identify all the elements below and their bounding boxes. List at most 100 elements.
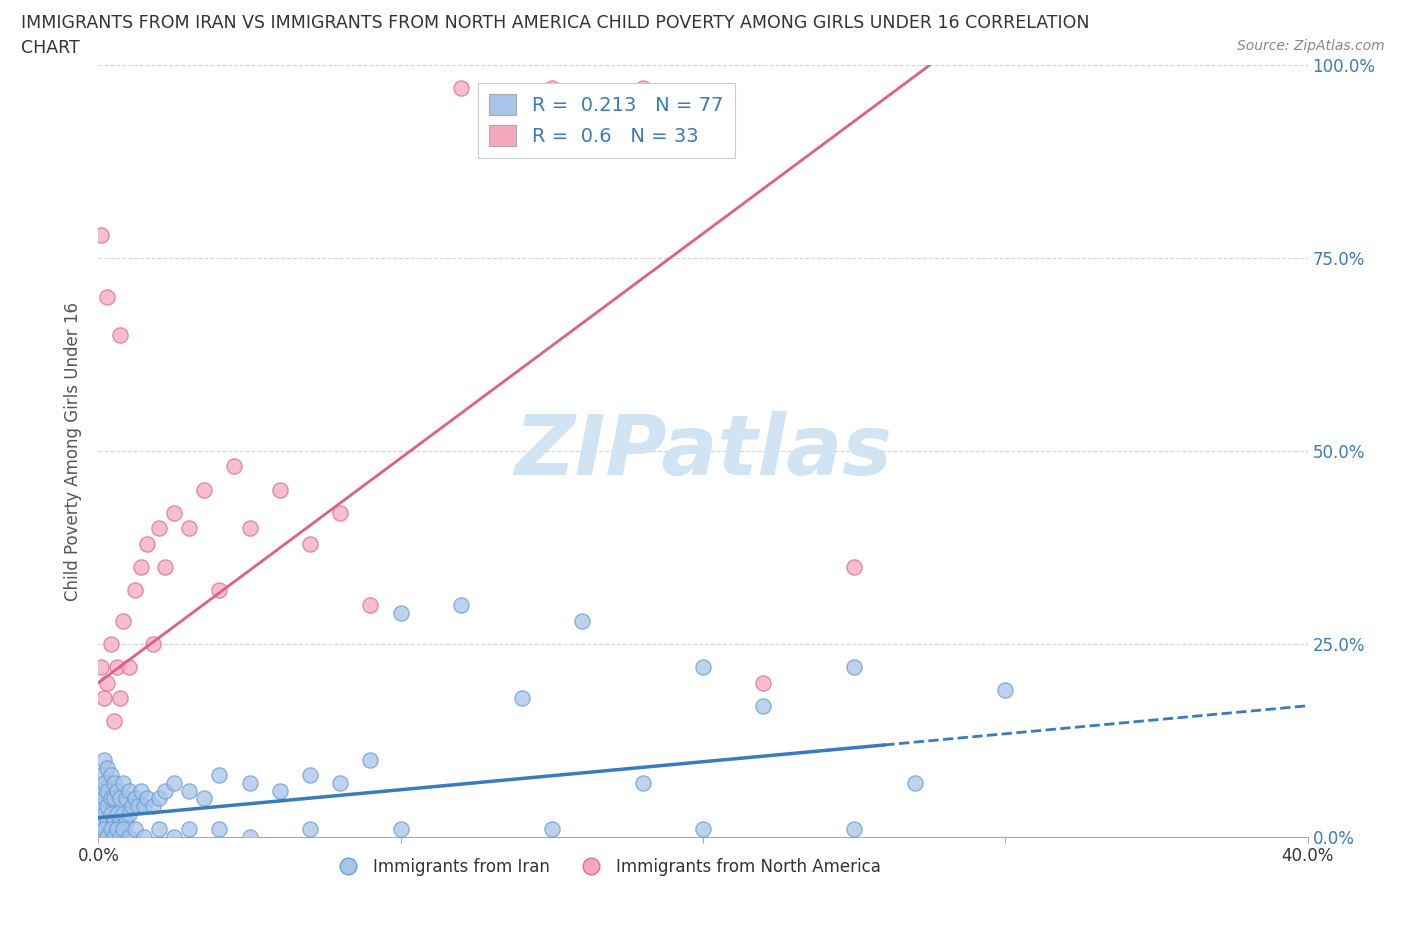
Point <box>96 830 118 844</box>
Point <box>360 752 382 767</box>
Point <box>329 505 352 520</box>
Point <box>111 822 134 837</box>
Point <box>103 814 125 829</box>
Point <box>224 459 246 474</box>
Point <box>93 752 115 767</box>
Point <box>153 559 176 574</box>
Point <box>135 790 157 805</box>
Point <box>124 582 146 597</box>
Point <box>103 830 125 844</box>
Point <box>111 776 134 790</box>
Point <box>108 328 131 343</box>
Point <box>132 830 155 844</box>
Point <box>103 790 125 805</box>
Point <box>299 822 322 837</box>
Point <box>111 806 134 821</box>
Y-axis label: Child Poverty Among Girls Under 16: Child Poverty Among Girls Under 16 <box>65 301 83 601</box>
Point <box>93 806 115 821</box>
Point <box>148 790 170 805</box>
Point <box>179 822 201 837</box>
Point <box>108 790 131 805</box>
Point <box>108 691 131 706</box>
Point <box>692 822 714 837</box>
Point <box>105 659 128 674</box>
Point <box>90 228 112 243</box>
Point <box>844 659 866 674</box>
Point <box>108 814 131 829</box>
Point <box>208 822 231 837</box>
Point <box>93 822 115 837</box>
Point <box>148 822 170 837</box>
Point <box>142 799 165 814</box>
Point <box>93 822 115 837</box>
Point <box>90 830 112 844</box>
Point <box>118 783 141 798</box>
Point <box>100 768 122 783</box>
Point <box>93 691 115 706</box>
Point <box>111 614 134 629</box>
Point <box>135 537 157 551</box>
Point <box>269 783 291 798</box>
Legend: Immigrants from Iran, Immigrants from North America: Immigrants from Iran, Immigrants from No… <box>325 851 889 883</box>
Point <box>904 776 927 790</box>
Point <box>540 822 562 837</box>
Point <box>193 790 215 805</box>
Point <box>90 814 112 829</box>
Point <box>193 482 215 497</box>
Point <box>121 799 143 814</box>
Point <box>269 482 291 497</box>
Point <box>108 830 131 844</box>
Point <box>450 81 472 96</box>
Point <box>389 605 412 620</box>
Point <box>994 683 1017 698</box>
Text: Source: ZipAtlas.com: Source: ZipAtlas.com <box>1237 39 1385 53</box>
Point <box>142 637 165 652</box>
Point <box>631 776 654 790</box>
Point <box>450 598 472 613</box>
Point <box>239 521 262 536</box>
Point <box>127 799 149 814</box>
Point <box>179 783 201 798</box>
Point <box>96 814 118 829</box>
Text: CHART: CHART <box>21 39 80 57</box>
Point <box>93 790 115 805</box>
Point <box>90 768 112 783</box>
Point <box>114 790 136 805</box>
Point <box>129 783 152 798</box>
Point <box>752 698 775 713</box>
Point <box>208 768 231 783</box>
Point <box>540 81 562 96</box>
Point <box>96 760 118 775</box>
Point <box>96 799 118 814</box>
Text: IMMIGRANTS FROM IRAN VS IMMIGRANTS FROM NORTH AMERICA CHILD POVERTY AMONG GIRLS : IMMIGRANTS FROM IRAN VS IMMIGRANTS FROM … <box>21 14 1090 32</box>
Point <box>105 806 128 821</box>
Point <box>299 537 322 551</box>
Point <box>631 81 654 96</box>
Point <box>844 559 866 574</box>
Point <box>100 790 122 805</box>
Point <box>93 776 115 790</box>
Point <box>90 783 112 798</box>
Point <box>844 822 866 837</box>
Point <box>105 783 128 798</box>
Point <box>153 783 176 798</box>
Point <box>239 830 262 844</box>
Point <box>129 559 152 574</box>
Point <box>118 659 141 674</box>
Point <box>571 614 593 629</box>
Point <box>124 822 146 837</box>
Point <box>179 521 201 536</box>
Point <box>118 806 141 821</box>
Point <box>100 806 122 821</box>
Point <box>360 598 382 613</box>
Point <box>103 714 125 729</box>
Point <box>96 675 118 690</box>
Point <box>100 637 122 652</box>
Point <box>163 776 186 790</box>
Point <box>90 799 112 814</box>
Point <box>329 776 352 790</box>
Point <box>114 814 136 829</box>
Point <box>96 289 118 304</box>
Point <box>132 799 155 814</box>
Point <box>124 790 146 805</box>
